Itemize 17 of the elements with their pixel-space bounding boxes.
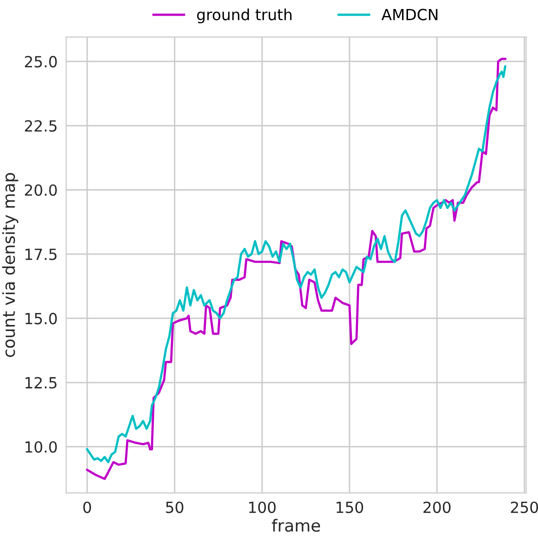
x-tick-label: 250 bbox=[510, 502, 538, 514]
y-tick-label: 10.0 bbox=[26, 441, 57, 453]
x-tick-label: 0 bbox=[83, 502, 92, 514]
legend-label: AMDCN bbox=[382, 8, 438, 20]
y-tick-label: 20.0 bbox=[24, 184, 57, 196]
x-tick-label: 150 bbox=[336, 502, 364, 514]
y-tick-label: 22.5 bbox=[24, 120, 57, 132]
y-tick-label: 17.5 bbox=[26, 248, 57, 260]
y-tick-label: 25.0 bbox=[24, 56, 57, 68]
y-tick-label: 15.0 bbox=[26, 312, 57, 324]
y-tick-label: 12.5 bbox=[26, 376, 57, 389]
y-axis-title: count via density map bbox=[2, 173, 18, 357]
legend-label: ground truth bbox=[197, 8, 292, 24]
x-tick-label: 100 bbox=[249, 502, 276, 514]
x-tick-label: 200 bbox=[424, 502, 451, 514]
x-tick-label: 50 bbox=[166, 502, 184, 514]
x-axis-title: frame bbox=[272, 518, 320, 532]
